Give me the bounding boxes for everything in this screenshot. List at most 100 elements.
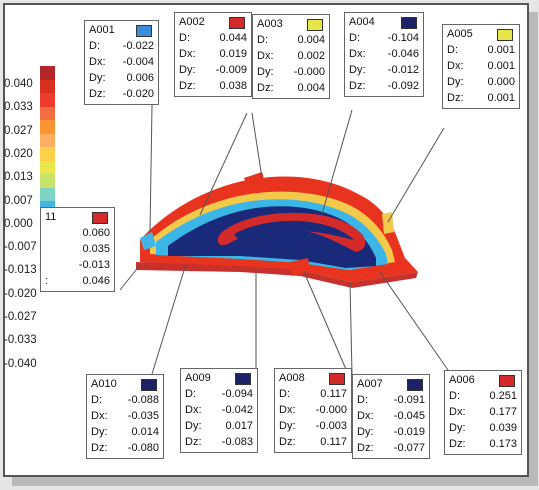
annotation-row: Dy: -0.009 — [179, 62, 247, 78]
annotation-row: D: -0.104 — [349, 30, 419, 46]
annotation-key: Dy: — [357, 426, 374, 438]
annotation-a011[interactable]: 11 0.060 0.035 -0.013: 0.046 — [40, 207, 115, 292]
annotation-value: 0.004 — [297, 82, 325, 94]
annotation-value: 0.001 — [487, 60, 515, 72]
annotation-value: -0.091 — [393, 394, 425, 406]
annotation-swatch — [307, 19, 323, 31]
legend-label: 0.013 — [4, 171, 33, 184]
annotation-row: Dz: 0.117 — [279, 434, 347, 450]
annotation-value: -0.019 — [393, 426, 425, 438]
annotation-row: D: 0.001 — [447, 42, 515, 58]
annotation-row: D: -0.088 — [91, 392, 159, 408]
annotation-id: A009 — [185, 372, 211, 384]
annotation-row: Dz: -0.092 — [349, 78, 419, 94]
legend-label: -0.020 — [4, 287, 37, 300]
annotation-a008[interactable]: A008 D: 0.117 Dx: -0.000 Dy: -0.003 Dz: 0.117 — [274, 368, 352, 453]
annotation-key: Dx: — [449, 406, 466, 418]
annotation-key: Dx: — [357, 410, 374, 422]
annotation-key: D: — [179, 32, 190, 44]
annotation-row: Dz: 0.173 — [449, 436, 517, 452]
annotation-row: D: -0.094 — [185, 386, 253, 402]
annotation-key: Dy: — [179, 64, 196, 76]
annotation-row: 0.060 — [45, 225, 110, 241]
annotation-id: A008 — [279, 372, 305, 384]
annotation-a010[interactable]: A010 D: -0.088 Dx: -0.035 Dy: 0.014 Dz: -0.080 — [86, 374, 164, 459]
legend-swatch — [40, 66, 55, 80]
annotation-value: -0.013 — [78, 259, 110, 271]
annotation-value: -0.088 — [127, 394, 159, 406]
legend-swatch — [40, 106, 55, 120]
annotation-value: 0.000 — [487, 76, 515, 88]
annotation-row: Dx: -0.004 — [89, 54, 154, 70]
annotation-id: A002 — [179, 16, 205, 28]
annotation-row: Dy: -0.000 — [257, 64, 325, 80]
annotation-row: Dy: -0.003 — [279, 418, 347, 434]
annotation-value: 0.004 — [297, 34, 325, 46]
annotation-id: A001 — [89, 24, 115, 36]
annotation-key — [45, 241, 69, 257]
annotation-value: 0.017 — [225, 420, 253, 432]
annotation-value: 0.060 — [82, 227, 110, 239]
annotation-key: : — [45, 275, 49, 287]
annotation-row: Dy: 0.014 — [91, 424, 159, 440]
annotation-value: -0.004 — [122, 56, 154, 68]
annotation-a001[interactable]: A001 D: -0.022 Dx: -0.004 Dy: 0.006 Dz: -0.020 — [84, 20, 159, 105]
annotation-a006[interactable]: A006 D: 0.251 Dx: 0.177 Dy: 0.039 Dz: 0.173 — [444, 370, 522, 455]
annotation-key: Dz: — [349, 80, 366, 92]
annotation-id: A005 — [447, 28, 473, 40]
annotation-value: 0.006 — [126, 72, 154, 84]
annotation-swatch — [136, 25, 152, 37]
annotation-key: Dz: — [447, 92, 464, 104]
annotation-key: Dx: — [279, 404, 296, 416]
annotation-value: -0.092 — [387, 80, 419, 92]
annotation-row: D: 0.004 — [257, 32, 325, 48]
annotation-value: -0.035 — [127, 410, 159, 422]
annotation-value: 0.014 — [131, 426, 159, 438]
annotation-key: Dz: — [357, 442, 374, 454]
annotation-swatch — [92, 212, 108, 224]
annotation-value: 0.019 — [219, 48, 247, 60]
annotation-row: D: -0.022 — [89, 38, 154, 54]
annotation-value: -0.077 — [393, 442, 425, 454]
annotation-value: 0.002 — [297, 50, 325, 62]
annotation-id: A003 — [257, 18, 283, 30]
annotation-swatch — [499, 375, 515, 387]
annotation-id: A004 — [349, 16, 375, 28]
annotation-value: -0.000 — [293, 66, 325, 78]
legend-label: 0.040 — [4, 78, 33, 90]
annotation-key: D: — [279, 388, 290, 400]
annotation-key: Dz: — [91, 442, 108, 454]
legend-label: -0.007 — [4, 241, 37, 254]
annotation-row: Dy: 0.017 — [185, 418, 253, 434]
legend-swatch — [40, 79, 55, 93]
annotation-a003[interactable]: A003 D: 0.004 Dx: 0.002 Dy: -0.000 Dz: 0.004 — [252, 14, 330, 99]
annotation-key: Dz: — [279, 436, 296, 448]
annotation-a002[interactable]: A002 D: 0.044 Dx: 0.019 Dy: -0.009 Dz: 0.038 — [174, 12, 252, 97]
annotation-value: -0.080 — [127, 442, 159, 454]
annotation-value: 0.046 — [82, 275, 110, 287]
legend-label: -0.027 — [4, 311, 37, 323]
annotation-key: Dz: — [89, 88, 106, 100]
annotation-value: 0.177 — [489, 406, 517, 418]
model-tab-bottom — [290, 258, 310, 276]
annotation-swatch — [407, 379, 423, 391]
annotation-row: Dx: 0.002 — [257, 48, 325, 64]
annotation-a005[interactable]: A005 D: 0.001 Dx: 0.001 Dy: 0.000 Dz: 0.001 — [442, 24, 520, 109]
annotation-value: 0.001 — [487, 92, 515, 104]
annotation-a004[interactable]: A004 D: -0.104 Dx: -0.046 Dy: -0.012 Dz: -0.092 — [344, 12, 424, 97]
annotation-key: Dz: — [179, 80, 196, 92]
annotation-value: 0.117 — [320, 388, 347, 400]
annotation-key: Dx: — [447, 60, 464, 72]
annotation-row: Dy: -0.012 — [349, 62, 419, 78]
annotation-key: Dy: — [349, 64, 366, 76]
annotation-a007[interactable]: A007 D: -0.091 Dx: -0.045 Dy: -0.019 Dz: -0.077 — [352, 374, 430, 459]
annotation-value: -0.020 — [122, 88, 154, 100]
annotation-key: D: — [89, 40, 100, 52]
annotation-a009[interactable]: A009 D: -0.094 Dx: -0.042 Dy: 0.017 Dz: -0.083 — [180, 368, 258, 453]
annotation-key: D: — [257, 34, 268, 46]
annotation-id: A010 — [91, 378, 117, 390]
annotation-value: 0.251 — [489, 390, 517, 402]
annotation-swatch — [497, 29, 513, 41]
annotation-key: Dy: — [91, 426, 108, 438]
